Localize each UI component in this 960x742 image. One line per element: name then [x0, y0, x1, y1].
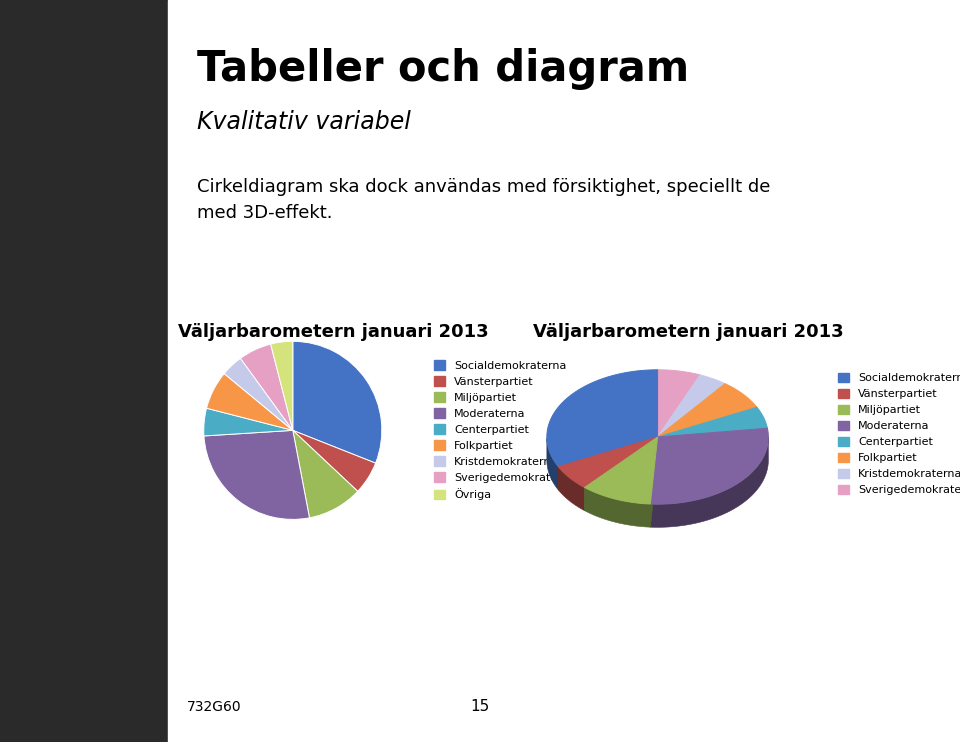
Wedge shape: [206, 374, 293, 430]
Legend: Socialdemokraterna, Vänsterpartiet, Miljöpartiet, Moderaterna, Centerpartiet, Fo: Socialdemokraterna, Vänsterpartiet, Milj…: [836, 370, 960, 498]
Polygon shape: [585, 487, 650, 527]
Wedge shape: [293, 341, 382, 463]
Polygon shape: [559, 467, 585, 510]
Polygon shape: [585, 437, 658, 504]
Polygon shape: [547, 439, 559, 490]
Text: 15: 15: [470, 699, 490, 714]
Wedge shape: [225, 358, 293, 430]
Text: 732G60: 732G60: [187, 700, 242, 714]
Text: Tabeller och diagram: Tabeller och diagram: [197, 48, 689, 91]
Polygon shape: [559, 437, 658, 487]
Text: Cirkeldiagram ska dock användas med försiktighet, speciellt de
med 3D-effekt.: Cirkeldiagram ska dock användas med förs…: [197, 178, 770, 223]
Polygon shape: [658, 370, 700, 437]
Polygon shape: [650, 437, 768, 528]
Text: Väljarbarometern januari 2013: Väljarbarometern januari 2013: [178, 323, 489, 341]
Polygon shape: [658, 384, 756, 437]
Polygon shape: [650, 428, 768, 504]
Polygon shape: [658, 407, 767, 437]
Wedge shape: [204, 430, 309, 519]
Polygon shape: [585, 437, 658, 510]
Polygon shape: [650, 437, 658, 527]
Polygon shape: [650, 437, 658, 527]
Wedge shape: [293, 430, 358, 518]
Polygon shape: [559, 437, 658, 490]
Text: Väljarbarometern januari 2013: Väljarbarometern januari 2013: [533, 323, 844, 341]
Wedge shape: [240, 344, 293, 430]
Polygon shape: [585, 437, 658, 510]
Wedge shape: [271, 341, 293, 430]
Wedge shape: [293, 430, 375, 491]
Text: Kvalitativ variabel: Kvalitativ variabel: [197, 110, 411, 134]
Polygon shape: [658, 375, 725, 437]
Legend: Socialdemokraterna, Vänsterpartiet, Miljöpartiet, Moderaterna, Centerpartiet, Fo: Socialdemokraterna, Vänsterpartiet, Milj…: [432, 358, 578, 502]
Wedge shape: [204, 408, 293, 436]
Polygon shape: [547, 370, 658, 467]
Polygon shape: [559, 437, 658, 490]
